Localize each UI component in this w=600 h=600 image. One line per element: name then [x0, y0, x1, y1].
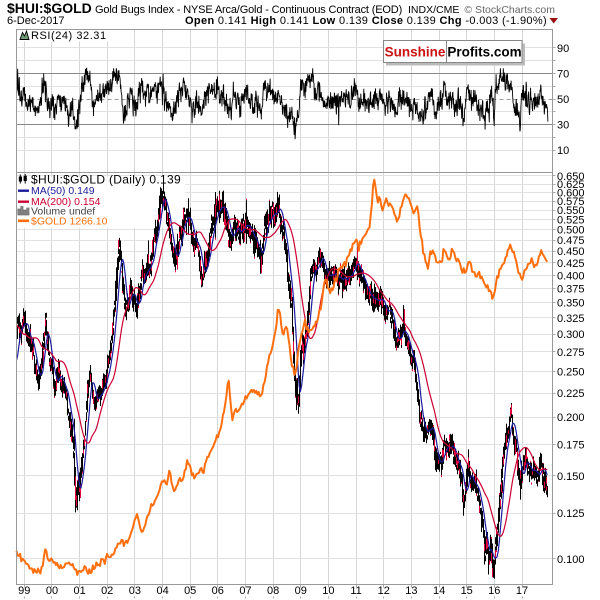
svg-text:Volume undef: Volume undef — [31, 206, 95, 218]
svg-text:$GOLD 1266.10: $GOLD 1266.10 — [31, 216, 108, 228]
svg-text:14: 14 — [433, 585, 445, 597]
svg-text:0.100: 0.100 — [557, 554, 585, 566]
svg-text:10: 10 — [557, 145, 569, 157]
svg-text:0.650: 0.650 — [557, 171, 585, 183]
svg-text:0.625: 0.625 — [557, 179, 585, 191]
svg-text:$HUI:$GOLD: $HUI:$GOLD — [7, 0, 92, 16]
svg-text:01: 01 — [73, 585, 85, 597]
svg-text:70: 70 — [557, 68, 569, 80]
svg-text:09: 09 — [295, 585, 307, 597]
svg-text:MA(200) 0.154: MA(200) 0.154 — [31, 196, 101, 208]
svg-text:MA(50) 0.149: MA(50) 0.149 — [31, 185, 95, 197]
svg-text:6-Dec-2017: 6-Dec-2017 — [7, 15, 64, 27]
svg-text:12: 12 — [378, 585, 390, 597]
svg-text:0.300: 0.300 — [557, 329, 585, 341]
svg-text:06: 06 — [212, 585, 224, 597]
svg-text:0.350: 0.350 — [557, 298, 585, 310]
svg-text:0.175: 0.175 — [557, 439, 585, 451]
svg-text:0.400: 0.400 — [557, 270, 585, 282]
svg-text:0.425: 0.425 — [557, 258, 585, 270]
svg-text:07: 07 — [239, 585, 251, 597]
svg-text:15: 15 — [461, 585, 473, 597]
svg-text:0.475: 0.475 — [557, 235, 585, 247]
svg-text:00: 00 — [46, 585, 58, 597]
svg-text:0.450: 0.450 — [557, 246, 585, 258]
svg-text:0.375: 0.375 — [557, 284, 585, 296]
svg-text:13: 13 — [405, 585, 417, 597]
svg-text:© StockCharts.com: © StockCharts.com — [464, 4, 555, 16]
svg-text:INDX/CME: INDX/CME — [408, 4, 459, 16]
svg-text:0.525: 0.525 — [557, 215, 585, 227]
svg-text:05: 05 — [184, 585, 196, 597]
svg-text:$HUI:$GOLD (Daily) 0.139: $HUI:$GOLD (Daily) 0.139 — [31, 173, 181, 187]
svg-text:Gold Bugs Index - NYSE Arca/Go: Gold Bugs Index - NYSE Arca/Gold - Conti… — [95, 4, 402, 16]
svg-text:02: 02 — [101, 585, 113, 597]
svg-text:0.500: 0.500 — [557, 225, 585, 237]
svg-text:0.225: 0.225 — [557, 388, 585, 400]
svg-text:Profits.com: Profits.com — [447, 45, 521, 60]
svg-text:0.600: 0.600 — [557, 187, 585, 199]
svg-text:99: 99 — [18, 585, 30, 597]
svg-text:0.150: 0.150 — [557, 471, 585, 483]
svg-text:08: 08 — [267, 585, 279, 597]
svg-text:03: 03 — [129, 585, 141, 597]
svg-text:0.275: 0.275 — [557, 347, 585, 359]
svg-text:11: 11 — [350, 585, 361, 597]
svg-text:Sunshine: Sunshine — [385, 45, 446, 60]
svg-text:16: 16 — [488, 585, 500, 597]
svg-text:50: 50 — [557, 94, 569, 106]
svg-text:0.125: 0.125 — [557, 508, 585, 520]
svg-text:0.200: 0.200 — [557, 412, 585, 424]
svg-text:0.325: 0.325 — [557, 313, 585, 325]
svg-text:04: 04 — [156, 585, 168, 597]
svg-text:0.250: 0.250 — [557, 367, 585, 379]
svg-text:17: 17 — [516, 585, 528, 597]
svg-text:Open 0.141 High 0.141 Low 0.13: Open 0.141 High 0.141 Low 0.139 Close 0.… — [185, 15, 547, 27]
svg-text:30: 30 — [557, 120, 569, 132]
svg-text:0.550: 0.550 — [557, 205, 585, 217]
svg-text:0.575: 0.575 — [557, 196, 585, 208]
svg-text:90: 90 — [557, 43, 569, 55]
svg-text:10: 10 — [322, 585, 334, 597]
svg-text:RSI(24) 32.31: RSI(24) 32.31 — [31, 30, 107, 42]
